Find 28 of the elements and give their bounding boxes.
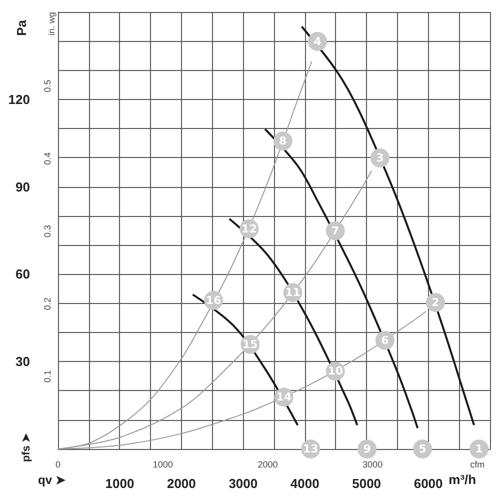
line-series bbox=[300, 26, 476, 426]
x-tick-label: 6000 bbox=[414, 476, 443, 491]
x-tick-label: 4000 bbox=[290, 476, 320, 491]
x-tick-label: 1000 bbox=[105, 476, 134, 491]
y2-tick-label: 0.1 bbox=[42, 370, 52, 383]
line-series bbox=[228, 218, 358, 426]
x2-tick-label: cfm bbox=[470, 460, 485, 470]
y2-tick-label: 0.2 bbox=[42, 298, 52, 310]
x2-tick-label: 0 bbox=[55, 460, 61, 470]
line-series bbox=[264, 128, 419, 430]
x2-tick-label: 3000 bbox=[362, 460, 383, 470]
y-tick-label: 90 bbox=[16, 179, 30, 194]
y-axis-title: Pa bbox=[14, 19, 29, 36]
y-tick-label: 30 bbox=[16, 354, 30, 370]
text: pfs ➤ bbox=[20, 432, 32, 462]
y2-tick-label: 0.3 bbox=[42, 224, 52, 238]
x-tick-label: 3000 bbox=[228, 476, 258, 491]
x2-tick-label: 2000 bbox=[258, 460, 278, 470]
y2-tick-label: 0.5 bbox=[42, 80, 52, 92]
y-tick-label: 120 bbox=[8, 92, 30, 107]
x-tick-label: 2000 bbox=[166, 476, 196, 491]
x-tick-label: 5000 bbox=[352, 476, 382, 491]
y2-tick-label: 0.4 bbox=[42, 152, 52, 165]
text: qv ➤ bbox=[38, 473, 66, 487]
y-tick-label: 60 bbox=[16, 266, 30, 282]
y2-axis-title: in. wg bbox=[46, 12, 56, 36]
x2-tick-label: 1000 bbox=[152, 460, 173, 470]
x-axis-title: m³/h bbox=[448, 472, 476, 487]
